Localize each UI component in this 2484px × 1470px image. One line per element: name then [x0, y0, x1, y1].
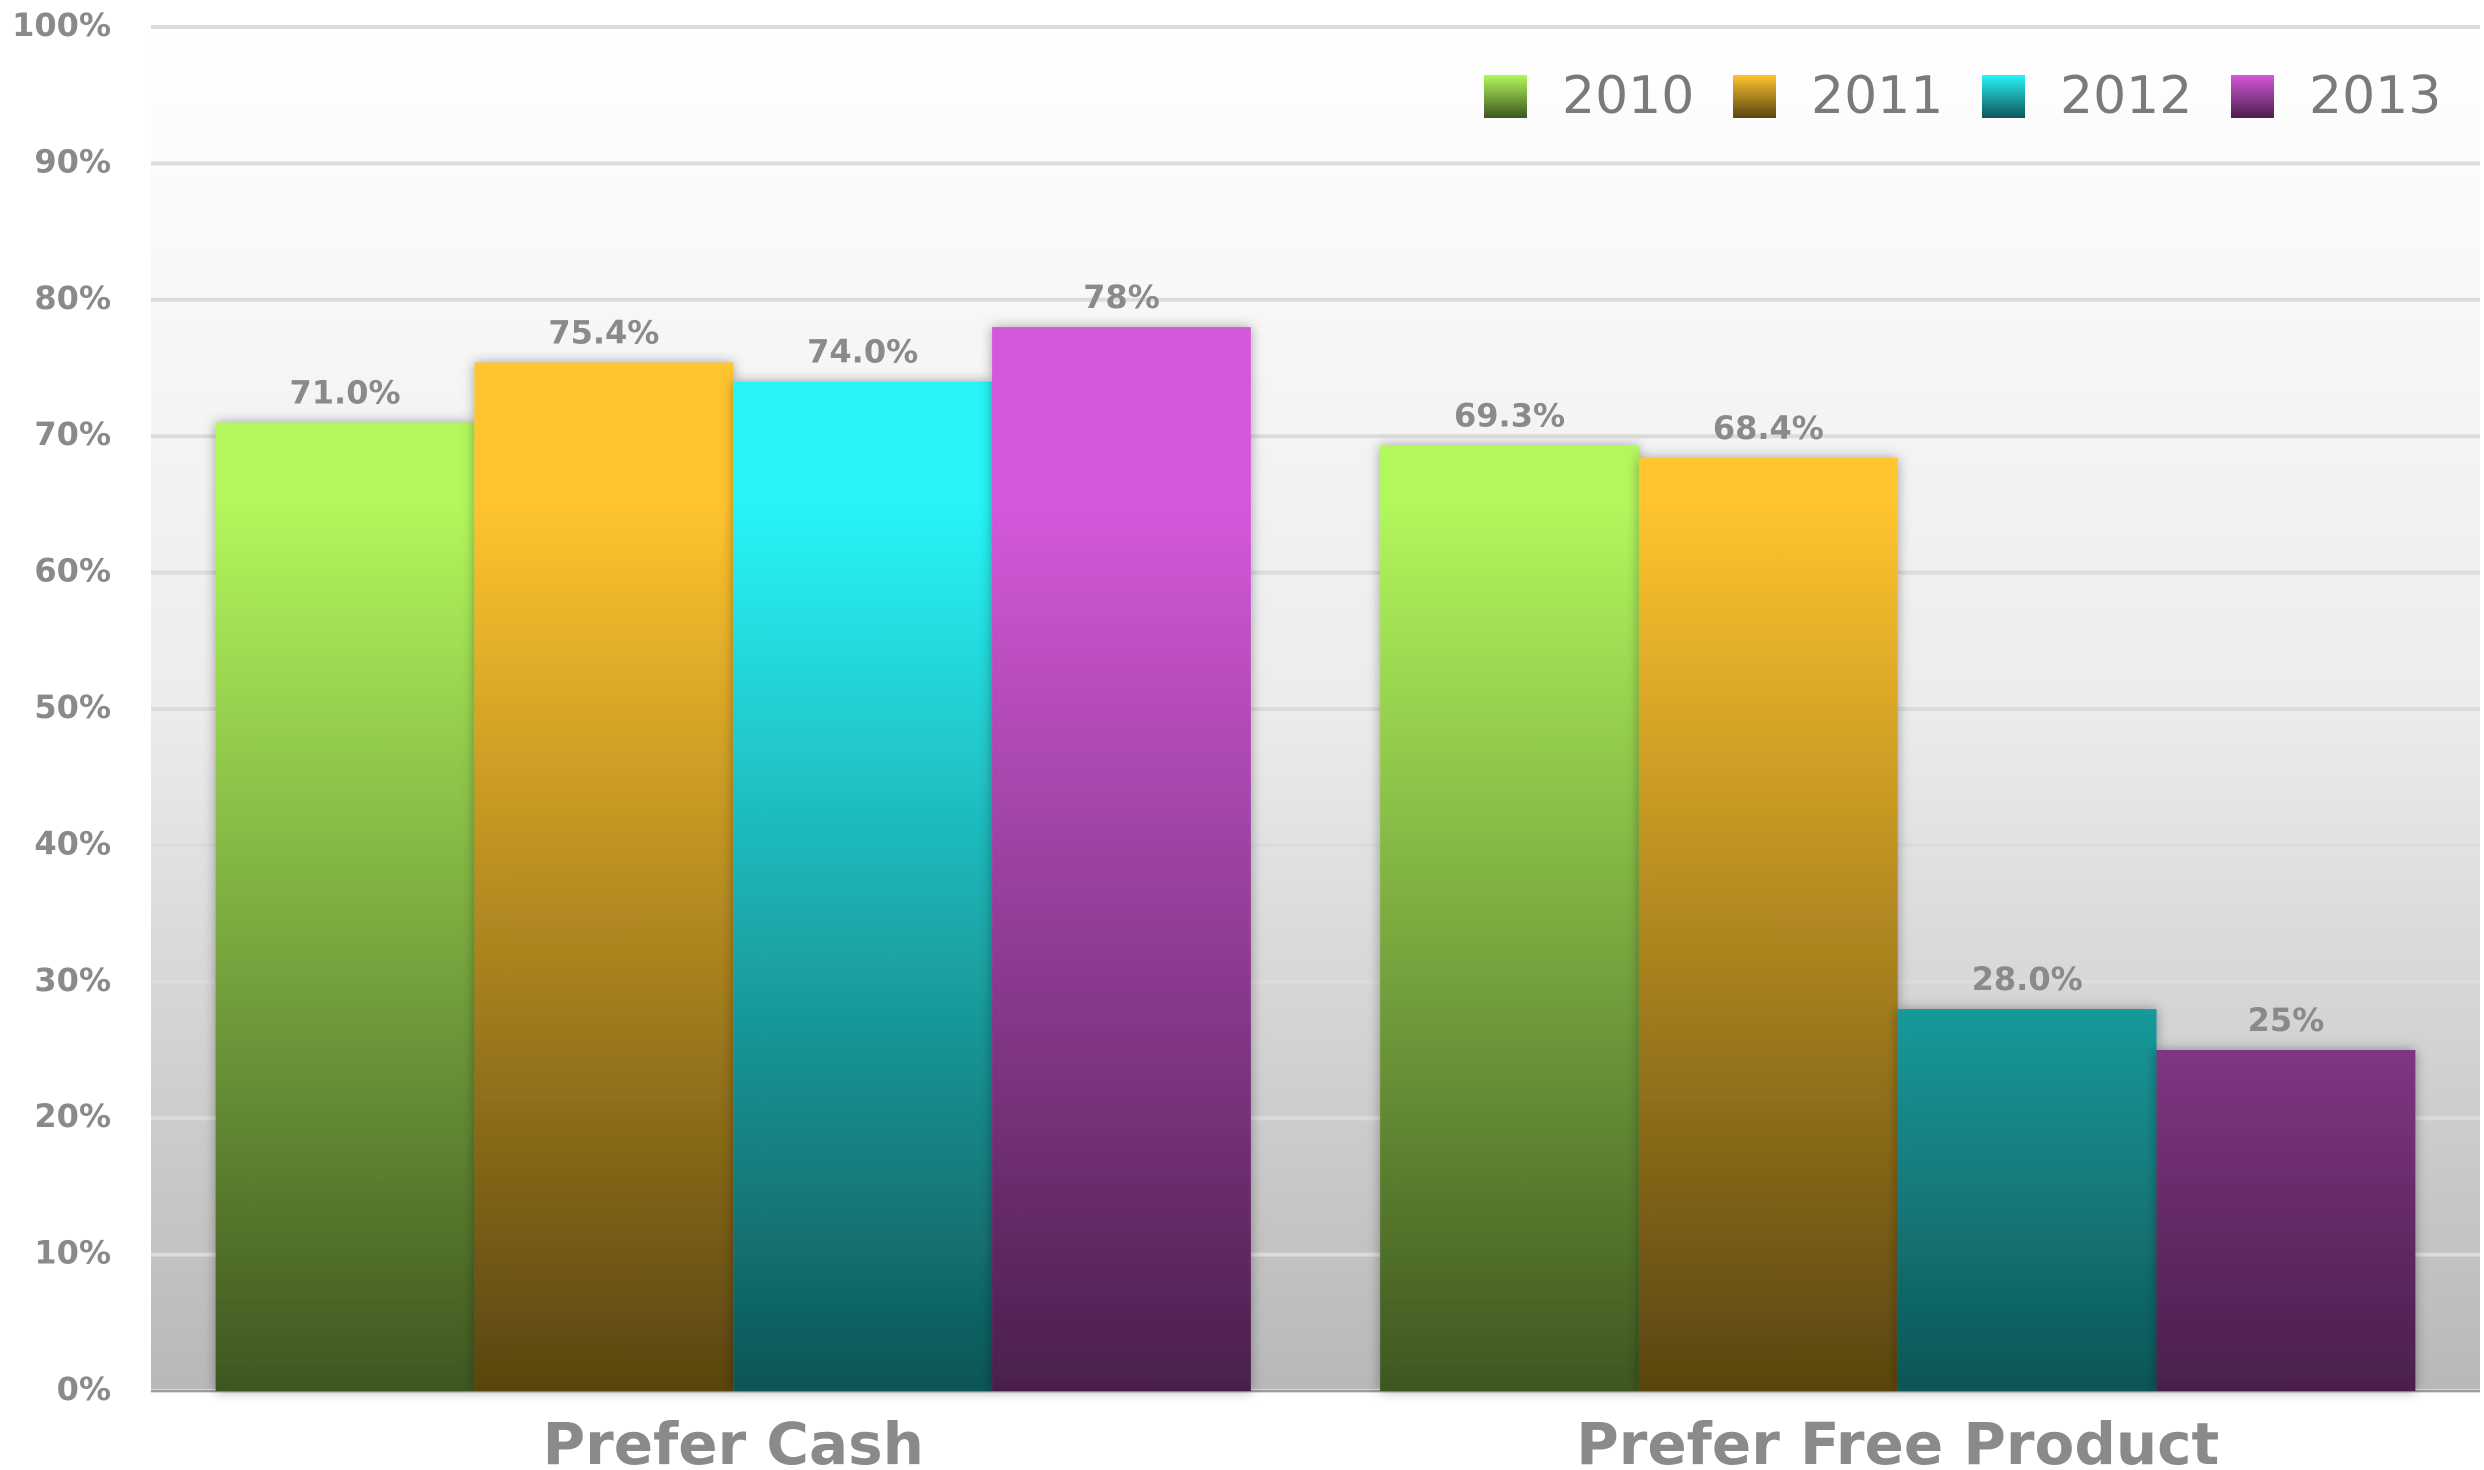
y-tick-label: 80%: [34, 279, 111, 317]
y-tick-label: 0%: [57, 1370, 111, 1408]
legend-label: 2012: [2060, 66, 2192, 126]
x-tick-label: Prefer Cash: [543, 1410, 924, 1470]
value-label: 74.0%: [807, 333, 918, 371]
value-label: 25%: [2248, 1001, 2325, 1039]
legend-swatch: [1982, 75, 2025, 118]
y-tick-label: 30%: [34, 961, 111, 999]
y-tick-label: 40%: [34, 824, 111, 862]
y-tick-label: 60%: [34, 552, 111, 590]
bar: [215, 422, 475, 1391]
y-tick-label: 20%: [34, 1097, 111, 1135]
value-label: 68.4%: [1713, 409, 1824, 447]
bar: [992, 327, 1251, 1392]
bar: [1380, 445, 1639, 1391]
bar: [1897, 1009, 2157, 1391]
bar: [1638, 458, 1898, 1391]
legend-label: 2013: [2309, 66, 2441, 126]
legend-label: 2011: [1811, 66, 1943, 126]
value-label: 28.0%: [1972, 960, 2083, 998]
legend-swatch: [2231, 75, 2274, 118]
legend-swatch: [1733, 75, 1776, 118]
y-tick-label: 100%: [12, 6, 111, 44]
bar: [474, 362, 734, 1392]
legend-swatch: [1484, 75, 1527, 118]
y-tick-label: 10%: [34, 1234, 111, 1272]
value-label: 71.0%: [290, 374, 401, 412]
y-tick-label: 50%: [34, 688, 111, 726]
legend-label: 2010: [1562, 66, 1694, 126]
y-tick-label: 90%: [34, 142, 111, 180]
value-label: 69.3%: [1454, 397, 1565, 435]
y-tick-label: 70%: [34, 415, 111, 453]
bar: [733, 381, 993, 1391]
value-label: 75.4%: [548, 314, 659, 352]
bar: [2156, 1050, 2416, 1391]
x-tick-label: Prefer Free Product: [1576, 1410, 2219, 1470]
value-label: 78%: [1083, 278, 1160, 316]
